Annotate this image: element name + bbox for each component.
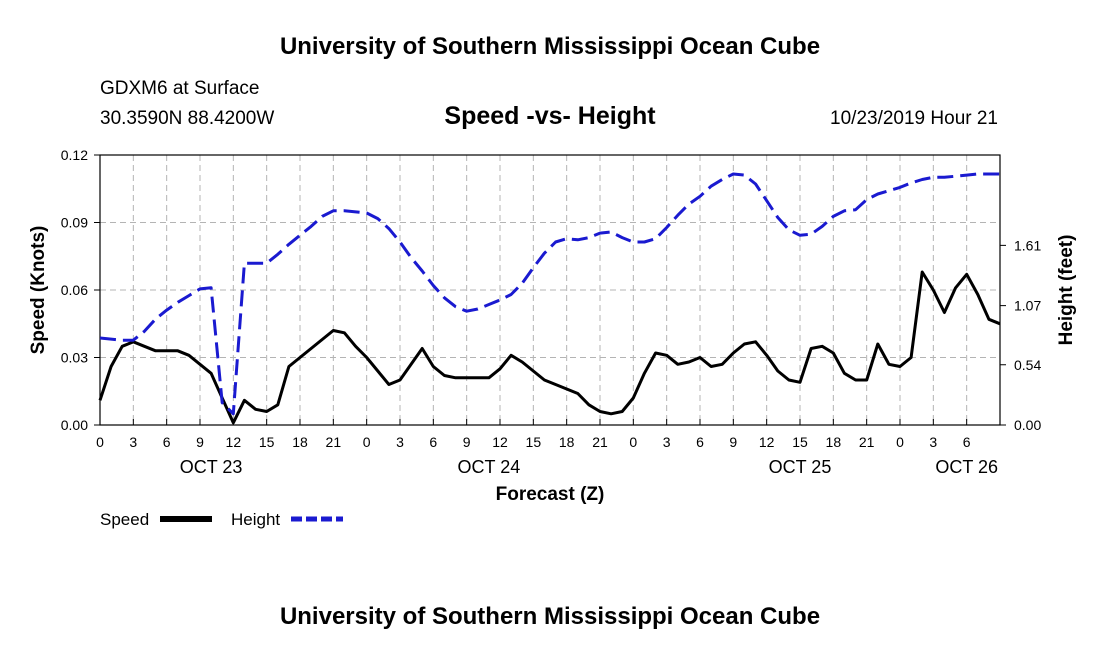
page-title: University of Southern Mississippi Ocean… <box>280 33 820 60</box>
y-left-tick-label: 0.00 <box>61 417 88 433</box>
x-tick-label: 15 <box>259 434 275 450</box>
chart-title: Speed -vs- Height <box>444 102 656 130</box>
x-tick-label: 6 <box>429 434 437 450</box>
y-left-tick-label: 0.09 <box>61 215 88 231</box>
x-tick-label: 0 <box>629 434 637 450</box>
x-axis-title: Forecast (Z) <box>496 484 605 505</box>
y-left-tick-label: 0.03 <box>61 350 88 366</box>
legend: Speed Height <box>100 510 343 529</box>
y-right-tick-label: 0.00 <box>1014 417 1041 433</box>
legend-speed-label: Speed <box>100 510 149 529</box>
x-tick-label: 6 <box>163 434 171 450</box>
axis-ticks: 0 3 6 9 12 15 18 21 0 3 6 9 12 15 18 21 0 3 6 9 12 15 18 21 0 3 6O… <box>61 147 1042 477</box>
x-tick-label: 9 <box>729 434 737 450</box>
legend-height-label: Height <box>231 510 280 529</box>
y-axis-right-title: Height (feet) <box>1056 235 1077 346</box>
y-axis-left-title: Speed (Knots) <box>28 226 49 355</box>
x-tick-label: 0 <box>96 434 104 450</box>
x-day-label: OCT 25 <box>769 457 832 477</box>
y-right-tick-label: 1.61 <box>1014 237 1041 253</box>
x-tick-label: 3 <box>396 434 404 450</box>
station-name: GDXM6 at Surface <box>100 78 259 99</box>
x-tick-label: 0 <box>896 434 904 450</box>
x-day-label: OCT 23 <box>180 457 243 477</box>
x-tick-label: 3 <box>663 434 671 450</box>
x-tick-label: 6 <box>963 434 971 450</box>
x-tick-label: 21 <box>592 434 608 450</box>
x-tick-label: 18 <box>559 434 575 450</box>
x-tick-label: 21 <box>859 434 875 450</box>
y-right-tick-label: 1.07 <box>1014 298 1041 314</box>
x-tick-label: 9 <box>463 434 471 450</box>
x-tick-label: 21 <box>326 434 342 450</box>
x-tick-label: 15 <box>526 434 542 450</box>
footer-title: University of Southern Mississippi Ocean… <box>280 603 820 630</box>
x-day-label: OCT 24 <box>458 457 521 477</box>
x-tick-label: 12 <box>226 434 242 450</box>
x-tick-label: 6 <box>696 434 704 450</box>
y-left-tick-label: 0.06 <box>61 282 88 298</box>
speed-series-line <box>98 270 1001 425</box>
x-tick-label: 18 <box>826 434 842 450</box>
x-tick-label: 3 <box>929 434 937 450</box>
series-layer <box>98 172 1001 425</box>
x-day-label: OCT 26 <box>935 457 998 477</box>
height-series-line <box>99 172 1000 416</box>
y-right-tick-label: 0.54 <box>1014 357 1041 373</box>
x-tick-label: 9 <box>196 434 204 450</box>
run-time: 10/23/2019 Hour 21 <box>830 108 998 129</box>
y-left-tick-label: 0.12 <box>61 147 88 163</box>
x-tick-label: 15 <box>792 434 808 450</box>
x-tick-label: 12 <box>759 434 775 450</box>
x-tick-label: 12 <box>492 434 508 450</box>
x-tick-label: 0 <box>363 434 371 450</box>
station-coords: 30.3590N 88.4200W <box>100 108 274 129</box>
x-tick-label: 3 <box>129 434 137 450</box>
x-tick-label: 18 <box>292 434 308 450</box>
